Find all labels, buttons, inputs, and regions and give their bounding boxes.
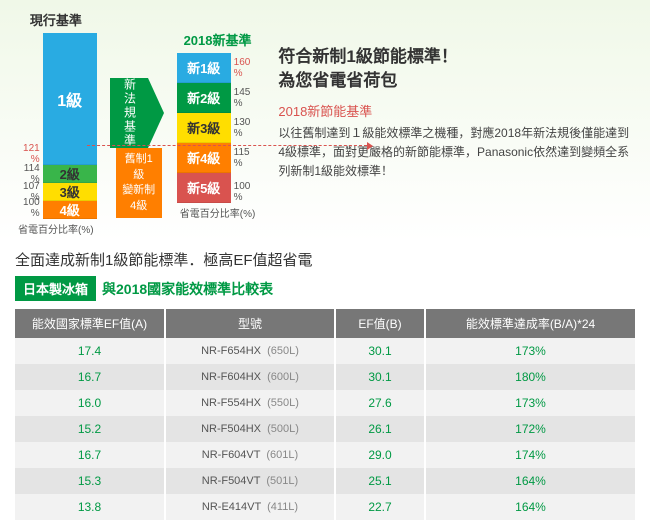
yaxis-right: 160 %145 %130 %115 %100 % xyxy=(231,53,259,203)
cell-ef-b: 25.1 xyxy=(335,468,425,494)
table-row: 17.4NR-F654HX (650L)30.1173% xyxy=(15,338,635,364)
cell-ef-a: 13.8 xyxy=(15,494,165,520)
bar-segment: 新2級 xyxy=(177,83,231,113)
chart-title-right: 2018新基準 xyxy=(184,30,252,49)
cell-ef-a: 15.3 xyxy=(15,468,165,494)
efficiency-table: 能效國家標準EF值(A)型號EF值(B)能效標準達成率(B/A)*24 17.4… xyxy=(15,309,635,520)
body-text: 以往舊制達到１級能效標準之機種，對應2018年新法規後僅能達到4級標準，面對更嚴… xyxy=(278,124,635,182)
top-section: 現行基準 121 %114 %107 %100 % 1級2級3級4級 省電百分比… xyxy=(0,0,650,241)
cell-ef-b: 30.1 xyxy=(335,338,425,364)
bar-segment: 新1級 xyxy=(177,53,231,83)
table-header-cell: 型號 xyxy=(165,309,335,338)
old-to-new-box: 舊制1級 變新制4級 xyxy=(116,148,162,218)
bar-segment: 新4級 xyxy=(177,143,231,173)
y-label: 160 % xyxy=(234,53,259,83)
y-label: 100 % xyxy=(234,173,259,203)
headline: 符合新制1級節能標準！ 為您省電省荷包 xyxy=(278,45,635,93)
transition-arrow: 新法規基準 舊制1級 變新制4級 xyxy=(112,10,162,236)
cell-ef-b: 26.1 xyxy=(335,416,425,442)
cell-rate: 172% xyxy=(425,416,635,442)
y-label: 115 % xyxy=(234,143,259,173)
arrow-triangle-icon xyxy=(148,78,164,148)
cell-rate: 174% xyxy=(425,442,635,468)
table-row: 15.2NR-F504HX (500L)26.1172% xyxy=(15,416,635,442)
cell-model: NR-F654HX (650L) xyxy=(165,338,335,364)
bar-segment: 新3級 xyxy=(177,113,231,143)
table-header-cell: EF值(B) xyxy=(335,309,425,338)
dashed-arrow xyxy=(87,145,367,146)
cell-model: NR-F504VT (501L) xyxy=(165,468,335,494)
table-row: 16.7NR-F604HX (600L)30.1180% xyxy=(15,364,635,390)
bar-segment: 新5級 xyxy=(177,173,231,203)
axis-title-right: 省電百分比率(%) xyxy=(180,205,256,220)
cell-rate: 164% xyxy=(425,468,635,494)
cell-ef-a: 17.4 xyxy=(15,338,165,364)
cell-ef-a: 15.2 xyxy=(15,416,165,442)
table-row: 16.0NR-F554HX (550L)27.6173% xyxy=(15,390,635,416)
bar-segment: 2級 xyxy=(43,165,97,183)
cell-ef-b: 30.1 xyxy=(335,364,425,390)
section2-title: 全面達成新制1級節能標準．極高EF值超省電 xyxy=(0,241,650,276)
table-row: 15.3NR-F504VT (501L)25.1164% xyxy=(15,468,635,494)
cell-model: NR-F504HX (500L) xyxy=(165,416,335,442)
chart-2018-standard: 2018新基準 新1級新2級新3級新4級新5級 160 %145 %130 %1… xyxy=(177,30,259,236)
cell-rate: 180% xyxy=(425,364,635,390)
charts-wrapper: 現行基準 121 %114 %107 %100 % 1級2級3級4級 省電百分比… xyxy=(15,10,258,236)
y-label: 130 % xyxy=(234,113,259,143)
cell-rate: 164% xyxy=(425,494,635,520)
table-header-row: 能效國家標準EF值(A)型號EF值(B)能效標準達成率(B/A)*24 xyxy=(15,309,635,338)
table-header-cell: 能效國家標準EF值(A) xyxy=(15,309,165,338)
bar-segment: 3級 xyxy=(43,183,97,201)
y-label: 121 % xyxy=(15,33,40,165)
cell-model: NR-E414VT (411L) xyxy=(165,494,335,520)
bar-segment: 4級 xyxy=(43,201,97,219)
y-label: 145 % xyxy=(234,83,259,113)
axis-title-left: 省電百分比率(%) xyxy=(18,221,94,236)
cell-ef-a: 16.7 xyxy=(15,442,165,468)
bars-left: 1級2級3級4級 xyxy=(43,33,97,219)
chart-title-left: 現行基準 xyxy=(30,10,82,29)
badge-row: 日本製冰箱 與2018國家能效標準比較表 xyxy=(0,276,650,309)
description-block: 符合新制1級節能標準！ 為您省電省荷包 2018新節能基準 以往舊制達到１級能效… xyxy=(258,10,635,236)
table-header-cell: 能效標準達成率(B/A)*24 xyxy=(425,309,635,338)
cell-model: NR-F604VT (601L) xyxy=(165,442,335,468)
cell-model: NR-F604HX (600L) xyxy=(165,364,335,390)
cell-ef-b: 29.0 xyxy=(335,442,425,468)
table-row: 16.7NR-F604VT (601L)29.0174% xyxy=(15,442,635,468)
cell-rate: 173% xyxy=(425,338,635,364)
chart-current-standard: 現行基準 121 %114 %107 %100 % 1級2級3級4級 省電百分比… xyxy=(15,10,97,236)
yaxis-left: 121 %114 %107 %100 % xyxy=(15,33,43,219)
cell-rate: 173% xyxy=(425,390,635,416)
cell-model: NR-F554HX (550L) xyxy=(165,390,335,416)
arrow-label-box: 新法規基準 xyxy=(110,78,148,148)
y-label: 100 % xyxy=(15,201,40,219)
cell-ef-a: 16.0 xyxy=(15,390,165,416)
table-row: 13.8NR-E414VT (411L)22.7164% xyxy=(15,494,635,520)
bars-right: 新1級新2級新3級新4級新5級 xyxy=(177,53,231,203)
cell-ef-a: 16.7 xyxy=(15,364,165,390)
table-body: 17.4NR-F654HX (650L)30.1173%16.7NR-F604H… xyxy=(15,338,635,520)
badge-japan-fridge: 日本製冰箱 xyxy=(15,276,96,301)
cell-ef-b: 27.6 xyxy=(335,390,425,416)
cell-ef-b: 22.7 xyxy=(335,494,425,520)
badge-comparison-text: 與2018國家能效標準比較表 xyxy=(102,279,273,299)
subheadline: 2018新節能基準 xyxy=(278,101,635,120)
